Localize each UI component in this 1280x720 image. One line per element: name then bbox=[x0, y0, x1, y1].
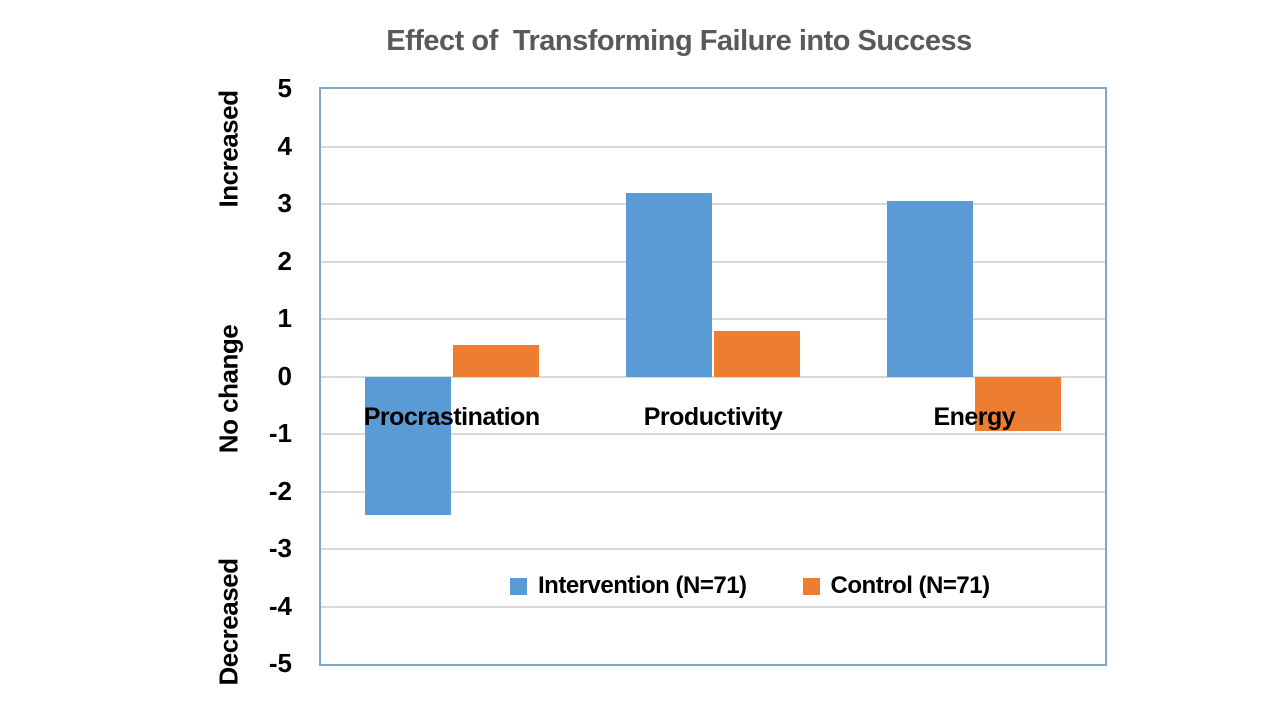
gridline-y--3 bbox=[321, 548, 1105, 550]
bar-intervention-procrastination[interactable] bbox=[365, 376, 451, 515]
category-label-productivity: Productivity bbox=[643, 402, 783, 431]
bar-control-energy[interactable] bbox=[975, 376, 1061, 432]
gridline-y-0 bbox=[321, 375, 1105, 378]
y-axis-tick-label--2: -2 bbox=[268, 475, 292, 506]
y-axis-tick-label-4: 4 bbox=[277, 130, 292, 161]
y-axis-tick-label--3: -3 bbox=[268, 533, 292, 563]
y-axis-tick-label-3: 3 bbox=[277, 188, 292, 218]
bar-control-procrastination[interactable] bbox=[453, 344, 539, 377]
legend-label-intervention: Intervention (N=71) bbox=[538, 572, 747, 599]
y-axis-tick-label-1: 1 bbox=[277, 303, 292, 333]
gridline-y--4 bbox=[321, 605, 1105, 608]
bar-intervention-energy[interactable] bbox=[887, 201, 973, 377]
gridline-y-1 bbox=[321, 318, 1105, 320]
legend-swatch-control-icon bbox=[802, 577, 820, 595]
y-axis-zone-label-increased: Increased bbox=[213, 90, 244, 208]
legend-swatch-intervention-icon bbox=[510, 577, 527, 595]
gridline-y--2 bbox=[321, 490, 1105, 493]
legend-item-control[interactable]: Control (N=71) bbox=[802, 572, 991, 600]
y-axis-tick-label--1: -1 bbox=[268, 418, 292, 448]
y-axis-zone-label-decreased: Decreased bbox=[213, 558, 244, 686]
legend-label-control: Control (N=71) bbox=[830, 572, 991, 599]
bar-control-productivity[interactable] bbox=[714, 330, 800, 377]
legend-item-intervention[interactable]: Intervention (N=71) bbox=[510, 572, 747, 600]
category-label-procrastination: Procrastination bbox=[363, 402, 540, 431]
y-axis-tick-label-0: 0 bbox=[277, 360, 292, 391]
y-axis-tick-label--5: -5 bbox=[268, 648, 292, 678]
category-label-energy: Energy bbox=[933, 402, 1016, 431]
chart-legend: Intervention (N=71) Control (N=71) bbox=[510, 572, 990, 600]
y-axis-tick-label--4: -4 bbox=[268, 590, 292, 621]
y-axis-tick-label-2: 2 bbox=[277, 245, 292, 276]
gridline-y-2 bbox=[321, 260, 1105, 263]
y-axis-tick-label-5: 5 bbox=[277, 73, 292, 103]
plot-area: Procrastination Productivity Energy bbox=[319, 87, 1107, 666]
bar-intervention-productivity[interactable] bbox=[626, 192, 712, 377]
y-axis-zone-label-no-change: No change bbox=[213, 324, 244, 454]
gridline-y--1 bbox=[321, 433, 1105, 435]
chart-title: Effect of Transforming Failure into Succ… bbox=[386, 25, 972, 57]
gridline-y-4 bbox=[321, 145, 1105, 148]
gridline-y-3 bbox=[321, 203, 1105, 205]
